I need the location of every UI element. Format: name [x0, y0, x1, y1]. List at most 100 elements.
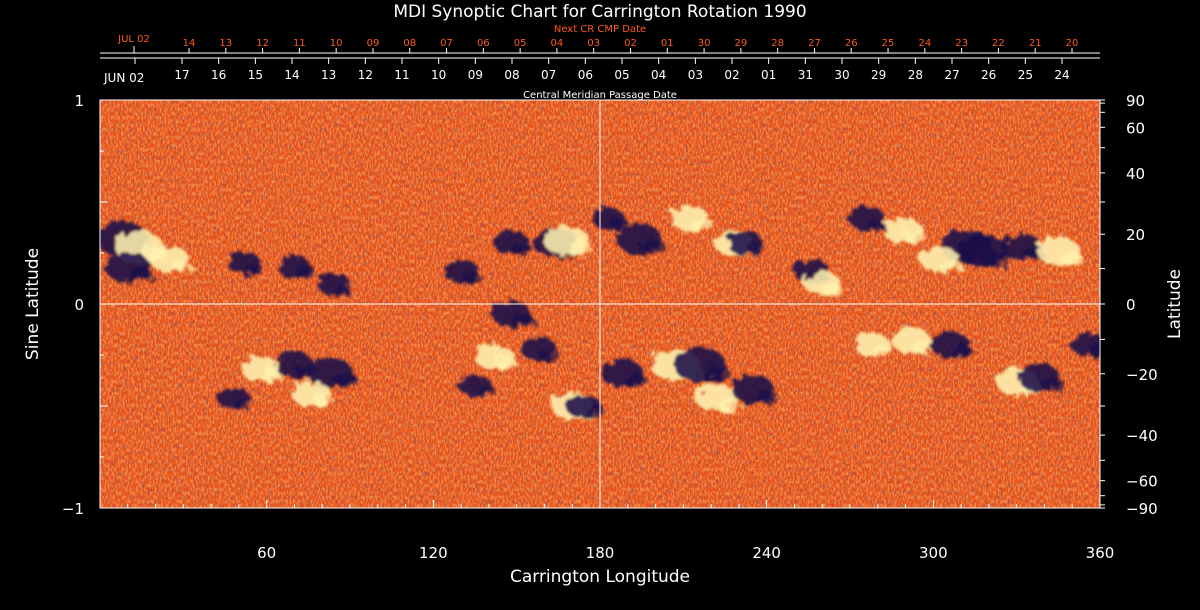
active-region-negative: [128, 267, 154, 283]
active-region-negative: [475, 385, 494, 397]
cmp-date-label: 09: [468, 68, 483, 82]
active-region-negative: [462, 271, 482, 284]
cmp-date-label: 29: [871, 68, 886, 82]
y-right-tick-label: −20: [1126, 366, 1158, 384]
x-tick-label: 180: [586, 544, 615, 562]
active-region-negative: [950, 344, 973, 358]
next-cr-date-label: 13: [219, 38, 232, 49]
next-cr-caption: Next CR CMP Date: [554, 24, 646, 35]
next-cr-date-label: 06: [477, 38, 490, 49]
y-left-tick-label: 1: [74, 92, 84, 110]
active-region-negative: [512, 314, 534, 328]
chart-title: MDI Synoptic Chart for Carrington Rotati…: [393, 2, 806, 22]
active-region-positive: [312, 393, 334, 407]
active-region-positive: [1059, 250, 1083, 265]
y-right-tick-label: 90: [1126, 92, 1145, 110]
cmp-date-label: 28: [908, 68, 923, 82]
next-cr-date-label: 02: [624, 38, 637, 49]
x-axis: 60 120 180 240 300 360: [127, 500, 1115, 562]
next-cr-date-label: 12: [256, 38, 269, 49]
cmp-date-label: 04: [651, 68, 666, 82]
next-cr-date-label: 03: [587, 38, 600, 49]
cmp-date-label: 24: [1054, 68, 1069, 82]
next-cr-date-label: 29: [735, 38, 748, 49]
y-right-tick-label: 0: [1126, 296, 1136, 314]
x-tick-label: 60: [257, 544, 276, 562]
next-cr-date-label: 26: [845, 38, 858, 49]
next-cr-date-label: 30: [698, 38, 711, 49]
y-right-tick-label: −40: [1126, 427, 1158, 445]
cmp-date-label: 16: [211, 68, 226, 82]
active-region-negative: [984, 250, 1012, 267]
y-right-tick-label: 40: [1126, 165, 1145, 183]
cmp-date-label: 12: [358, 68, 373, 82]
cmp-date-label: 14: [284, 68, 299, 82]
x-tick-label: 300: [919, 544, 948, 562]
active-region-positive: [717, 397, 742, 412]
y-left-tick-label: 0: [74, 296, 84, 314]
active-region-negative: [245, 263, 264, 275]
next-cr-date-label: 24: [918, 38, 931, 49]
active-region-negative: [331, 373, 357, 389]
next-cr-date-label: 04: [551, 38, 564, 49]
cmp-date-label: 13: [321, 68, 336, 82]
active-region-positive: [912, 340, 934, 354]
cmp-date-label: 10: [431, 68, 446, 82]
x-tick-label: 360: [1086, 544, 1115, 562]
cmp-date-label: 08: [504, 68, 519, 82]
next-cr-date-label: 11: [293, 38, 306, 49]
cmp-date-label: 27: [944, 68, 959, 82]
next-cr-date-label: 10: [330, 38, 343, 49]
active-region-negative: [234, 397, 253, 409]
next-cr-date-label: 25: [882, 38, 895, 49]
active-region-negative: [539, 348, 560, 361]
active-region-negative: [701, 365, 730, 383]
active-region-positive: [689, 218, 712, 232]
active-region-negative: [640, 238, 666, 254]
active-region-positive: [567, 240, 593, 256]
cmp-date-label: 05: [614, 68, 629, 82]
next-cr-axis: JUL 02 14 13 12 11 10 09 08 07 06 05 04 03 02 01 30 29 28…: [100, 34, 1100, 54]
next-cr-date-label: 27: [808, 38, 821, 49]
next-cr-start-label: JUL 02: [117, 34, 150, 45]
next-cr-date-label: 05: [514, 38, 527, 49]
active-region-negative: [1070, 332, 1100, 357]
y-left-tick-label: −1: [62, 500, 84, 518]
next-cr-date-label: 08: [403, 38, 416, 49]
active-region-positive: [495, 357, 517, 371]
cmp-date-label: 07: [541, 68, 556, 82]
cmp-date-label: 11: [394, 68, 409, 82]
y-right-tick-label: 60: [1126, 119, 1145, 137]
cmp-start-label: JUN 02: [103, 71, 144, 85]
active-region-positive: [903, 230, 926, 244]
cmp-date-label: 30: [834, 68, 849, 82]
next-cr-date-label: 23: [955, 38, 968, 49]
next-cr-date-label: 01: [661, 38, 674, 49]
active-region-negative: [753, 389, 778, 404]
cmp-date-label: 31: [798, 68, 813, 82]
next-cr-date-label: 07: [440, 38, 453, 49]
y-right-axis: 90 60 40 20 0 −20 −40 −60 −90: [1100, 92, 1158, 518]
next-cr-date-label: 21: [1029, 38, 1042, 49]
active-region-positive: [170, 259, 192, 273]
x-axis-label: Carrington Longitude: [510, 567, 690, 587]
active-region-positive: [823, 283, 843, 296]
cmp-date-label: 26: [981, 68, 996, 82]
cmp-date-label: 15: [248, 68, 263, 82]
y-axis-left-label: Sine Latitude: [23, 248, 43, 360]
active-region-negative: [334, 283, 353, 295]
next-cr-date-label: 22: [992, 38, 1005, 49]
cmp-date-label: 01: [761, 68, 776, 82]
cmp-date-label: 03: [688, 68, 703, 82]
active-region-negative: [295, 267, 314, 279]
cmp-date-label: 17: [174, 68, 189, 82]
active-region-positive: [873, 344, 893, 357]
next-cr-date-label: 09: [367, 38, 380, 49]
y-right-tick-label: −90: [1126, 500, 1158, 518]
active-region-negative: [512, 242, 532, 255]
active-region-negative: [1039, 377, 1064, 392]
y-right-tick-label: −60: [1126, 473, 1158, 491]
active-region-negative: [745, 242, 766, 255]
x-tick-label: 120: [419, 544, 448, 562]
